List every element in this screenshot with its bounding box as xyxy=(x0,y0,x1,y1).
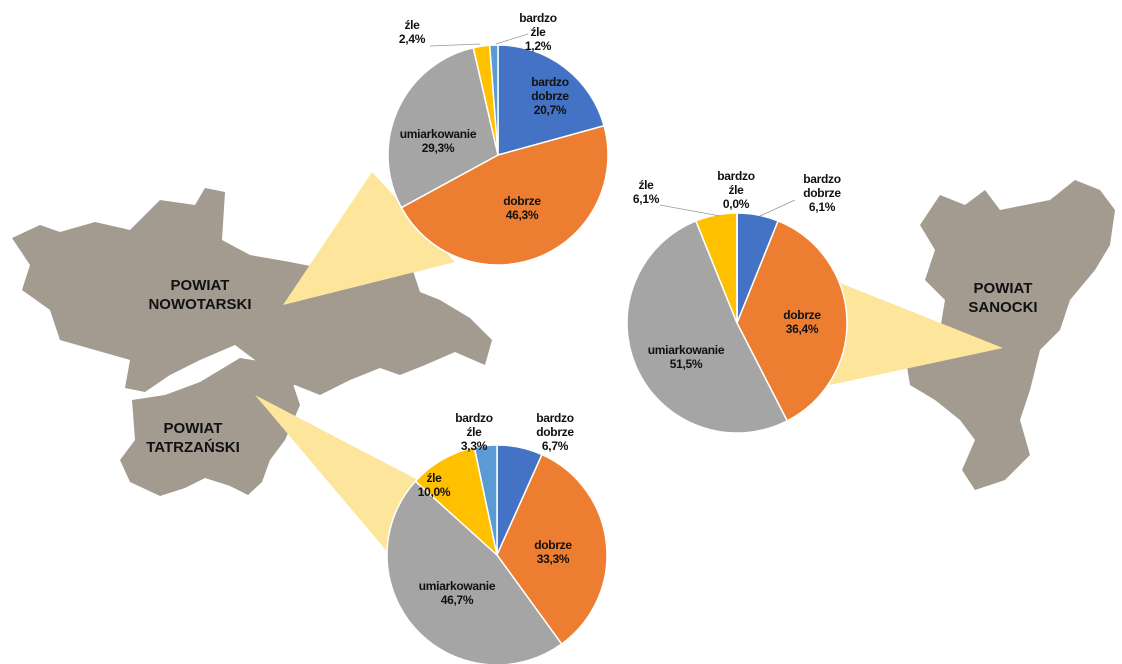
value-label: 6,1% xyxy=(632,192,660,206)
value-label: 36,4% xyxy=(785,322,819,336)
pie-slice xyxy=(488,44,499,156)
category-label: źle xyxy=(638,178,654,192)
category-label: bardzo źle xyxy=(455,411,493,439)
category-label: źle xyxy=(404,18,420,32)
pie-slice xyxy=(473,444,498,556)
leader-line xyxy=(495,33,529,45)
pie-slice xyxy=(496,453,608,646)
slice-label: umiarkowanie 46,7% xyxy=(418,579,496,607)
pie-slice xyxy=(386,480,563,664)
category-label: umiarkowanie xyxy=(418,579,496,593)
callout xyxy=(283,172,455,305)
value-label: 33,3% xyxy=(536,552,570,566)
slice-label: źle 10,0% xyxy=(418,471,451,499)
slice-label: bardzo dobrze 6,1% xyxy=(803,172,841,214)
category-label: bardzo dobrze xyxy=(531,75,569,103)
leader-line xyxy=(759,199,796,217)
pie-slice xyxy=(626,219,789,434)
slice-label: źle 2,4% xyxy=(399,18,425,46)
value-label: 6,7% xyxy=(541,439,569,453)
slice-label: bardzo źle 3,3% xyxy=(455,411,493,453)
category-label: dobrze xyxy=(783,308,821,322)
value-label: 0,0% xyxy=(722,197,750,211)
leader-line xyxy=(659,204,721,217)
value-label: 1,2% xyxy=(524,39,552,53)
callout xyxy=(830,283,1003,385)
value-label: 10,0% xyxy=(417,485,451,499)
category-label: dobrze xyxy=(534,538,572,552)
value-label: 46,3% xyxy=(505,208,539,222)
region-sanocki xyxy=(905,180,1115,490)
slice-label: dobrze 33,3% xyxy=(534,538,572,566)
value-label: 6,1% xyxy=(808,200,836,214)
category-label: bardzo źle xyxy=(519,11,557,39)
region-label: POWIAT SANOCKI xyxy=(968,280,1038,316)
value-label: 2,4% xyxy=(398,32,426,46)
region-nowotarski xyxy=(12,188,492,395)
slice-label: bardzo źle 1,2% xyxy=(519,11,557,53)
region-tatrzanski xyxy=(120,358,300,496)
value-label: 20,7% xyxy=(533,103,567,117)
callout xyxy=(255,395,418,555)
category-label: bardzo źle xyxy=(717,169,755,197)
value-label: 46,7% xyxy=(440,593,474,607)
pie-slice xyxy=(497,44,605,156)
slice-label: umiarkowanie 29,3% xyxy=(399,127,477,155)
slice-label: bardzo dobrze 20,7% xyxy=(531,75,569,117)
slice-label: bardzo źle 0,0% xyxy=(717,169,755,211)
value-label: 29,3% xyxy=(421,141,455,155)
category-label: bardzo dobrze xyxy=(803,172,841,200)
slice-label: źle 6,1% xyxy=(633,178,659,206)
slice-label: dobrze 46,3% xyxy=(503,194,541,222)
slice-label: dobrze 36,4% xyxy=(783,308,821,336)
category-label: umiarkowanie xyxy=(399,127,477,141)
leader-line xyxy=(429,43,481,47)
slice-label: umiarkowanie 51,5% xyxy=(647,343,725,371)
region-label: POWIAT NOWOTARSKI xyxy=(148,277,252,313)
category-label: bardzo dobrze xyxy=(536,411,574,439)
region-label: POWIAT TATRZAŃSKI xyxy=(146,420,240,456)
pie-slice xyxy=(400,124,609,266)
value-label: 3,3% xyxy=(460,439,488,453)
category-label: umiarkowanie xyxy=(647,343,725,357)
slice-label: bardzo dobrze 6,7% xyxy=(536,411,574,453)
category-label: źle xyxy=(426,471,442,485)
category-label: dobrze xyxy=(503,194,541,208)
pie-slice xyxy=(387,46,499,209)
pie-slice xyxy=(736,219,848,422)
value-label: 51,5% xyxy=(669,357,703,371)
